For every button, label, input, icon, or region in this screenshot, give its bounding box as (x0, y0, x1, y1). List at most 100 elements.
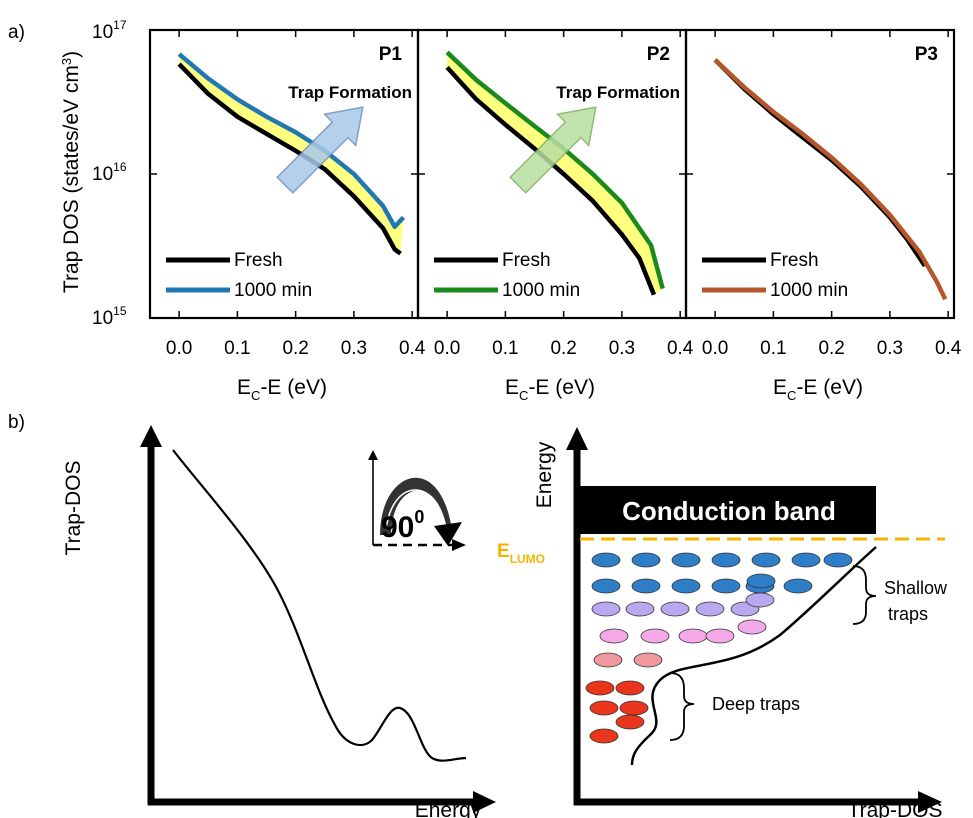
legend-label: 1000 min (234, 280, 312, 301)
trap-state (589, 700, 619, 716)
x-tick-label: 0.1 (760, 338, 786, 359)
conduction-band-label: Conduction band (622, 496, 836, 526)
legend-label: Fresh (502, 250, 551, 271)
x-axis-label: EC-E (eV) (505, 376, 595, 403)
trap-state (737, 619, 767, 635)
left-x-arrowhead (473, 791, 496, 813)
legend-label: 1000 min (770, 280, 848, 301)
left-y-label: Trap-DOS (62, 461, 85, 556)
panel-title: P1 (379, 44, 403, 65)
series-fresh (445, 65, 657, 296)
trap-state (615, 714, 645, 730)
trap-formation-label: Trap Formation (556, 83, 680, 102)
x-tick-label: 0.2 (282, 338, 308, 359)
trap-formation-arrow (276, 106, 364, 194)
trap-state (615, 680, 645, 696)
y-tick-labels: 1017 1016 1015 (92, 18, 127, 329)
panel-title: P3 (915, 44, 938, 65)
right-x-arrowhead (918, 791, 942, 813)
x-tick-label: 0.3 (341, 338, 367, 359)
trap-state (633, 652, 663, 668)
panel-p2: 0.0 0.1 0.2 0.3 0.4 EC-E (eV) P2 Trap Formation… (416, 28, 694, 403)
trap-increase-fill (447, 52, 663, 295)
left-y-arrowhead (140, 425, 162, 447)
x-tick-label: 0.2 (818, 338, 844, 359)
trap-state (631, 552, 661, 568)
x-tick-label: 0.4 (935, 338, 962, 359)
trap-state (593, 652, 623, 668)
x-tick-label: 0.4 (399, 338, 426, 359)
trap-state (631, 578, 661, 594)
x-tick-label: 0.3 (877, 338, 903, 359)
trap-state (823, 552, 853, 568)
trap-formation-arrow (509, 106, 597, 194)
panel-label-a: a) (8, 22, 25, 43)
panel-p1: 0.0 0.1 0.2 0.3 0.4 EC-E (eV) P1 Trap Formation… (148, 28, 426, 403)
trap-state (711, 578, 741, 594)
y-axis-label: Trap DOS (states/eV cm3) (59, 51, 84, 293)
trap-states (585, 552, 853, 744)
x-tick-label: 0.2 (550, 338, 576, 359)
legend-label: 1000 min (502, 280, 580, 301)
diagram-left: Trap-DOS Energy 900 (62, 425, 496, 818)
trap-state (625, 601, 655, 617)
x-tick-label: 0.4 (667, 338, 694, 359)
rotation-arrow-icon: 900 (368, 450, 466, 551)
trap-state (745, 592, 775, 608)
legend-label: Fresh (770, 250, 819, 271)
trap-state (746, 573, 776, 589)
y-tick-1e16: 1016 (92, 160, 127, 185)
panel-label-b: b) (8, 412, 25, 433)
trap-state (751, 552, 781, 568)
trap-state (591, 552, 621, 568)
y-tick-1e15: 1015 (92, 304, 127, 329)
series-1000-min (713, 58, 948, 301)
x-tick-label: 0.0 (166, 338, 192, 359)
trap-state (678, 628, 708, 644)
trap-state (695, 601, 725, 617)
trap-state (591, 601, 621, 617)
shallow-brace (852, 565, 877, 625)
trap-state (589, 728, 619, 744)
trap-state (671, 578, 701, 594)
shallow-traps-label-2: traps (888, 604, 928, 624)
trap-state (660, 601, 690, 617)
trap-dos-curve (172, 449, 467, 762)
conduction-band (580, 486, 876, 534)
x-axis-label: EC-E (eV) (237, 376, 327, 403)
right-y-label: Energy (533, 441, 556, 508)
series-1000-min (177, 52, 406, 230)
trap-state (791, 552, 821, 568)
trap-formation-label: Trap Formation (288, 83, 412, 102)
trap-state (705, 628, 735, 644)
panel-p3: 0.0 0.1 0.2 0.3 0.4 EC-E (eV) P3 Fresh 1000 min (684, 28, 962, 403)
legend-label: Fresh (234, 250, 283, 271)
lumo-label: ELUMO (497, 541, 545, 566)
shallow-traps-label-1: Shallow (884, 578, 948, 598)
left-x-label: Energy (415, 799, 482, 818)
x-tick-label: 0.0 (434, 338, 460, 359)
trap-increase-fill (179, 54, 404, 254)
trap-state (711, 552, 741, 568)
deep-traps-label: Deep traps (712, 694, 800, 714)
trap-state (585, 680, 615, 696)
panel-title: P2 (647, 44, 670, 65)
trap-state (619, 700, 649, 716)
chart-panels: 0.0 0.1 0.2 0.3 0.4 EC-E (eV) P1 Trap Formation… (148, 28, 962, 403)
trap-state (599, 628, 629, 644)
trap-state (671, 552, 701, 568)
trap-state (783, 578, 813, 594)
trap-state (640, 628, 670, 644)
deep-brace (669, 672, 695, 741)
rotation-label: 900 (381, 507, 424, 544)
x-tick-label: 0.1 (224, 338, 250, 359)
trap-state (591, 578, 621, 594)
right-y-arrowhead (566, 427, 588, 450)
diagram-right: Energy Trap-DOS Conduction band ELUMO Sh… (497, 427, 948, 818)
right-x-label: Trap-DOS (848, 799, 943, 818)
x-tick-label: 0.3 (609, 338, 635, 359)
y-tick-1e17: 1017 (92, 18, 127, 43)
x-axis-label: EC-E (eV) (773, 376, 863, 403)
x-tick-label: 0.1 (492, 338, 518, 359)
